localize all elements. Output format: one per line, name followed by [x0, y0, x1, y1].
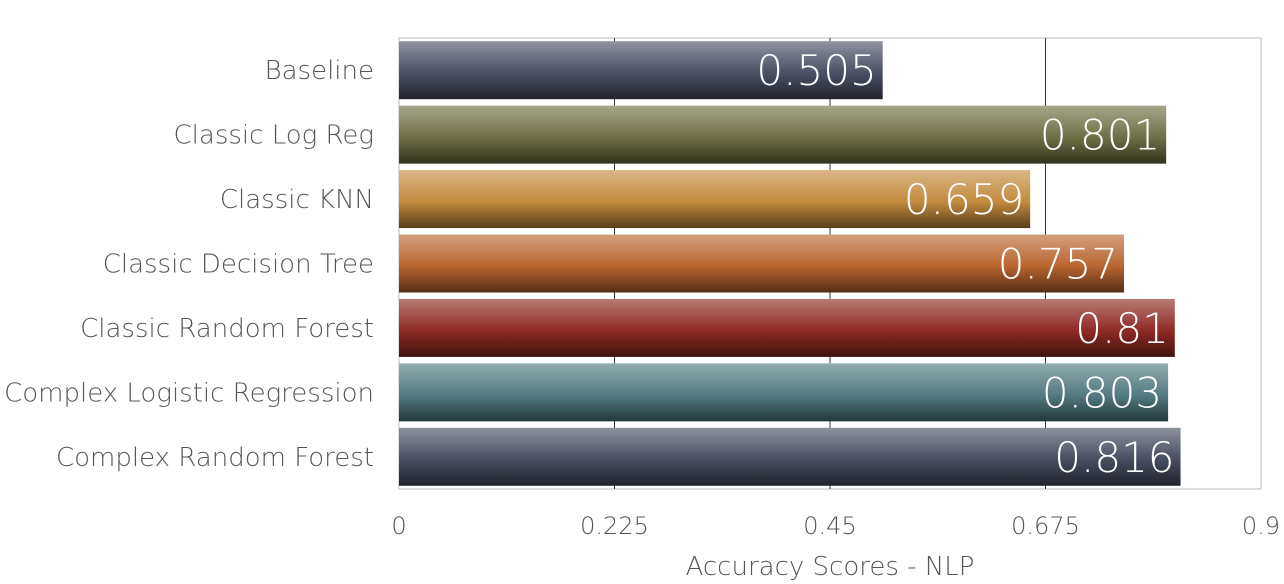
x-tick-label: 0.675 — [1011, 512, 1080, 540]
value-label: 0.757 — [998, 240, 1118, 289]
value-label: 0.816 — [1054, 433, 1174, 482]
x-tick-label: 0 — [391, 512, 406, 540]
value-label: 0.659 — [904, 175, 1024, 224]
category-label: Baseline — [265, 56, 374, 86]
bar-2 — [399, 170, 1031, 229]
bar-5 — [399, 363, 1169, 422]
bar-0 — [399, 41, 883, 100]
value-label: 0.801 — [1040, 111, 1160, 160]
category-label: Classic Decision Tree — [103, 250, 374, 280]
x-tick-label: 0.9 — [1242, 512, 1280, 540]
bar-4 — [399, 298, 1175, 357]
bar-1 — [399, 105, 1167, 164]
x-axis-title: Accuracy Scores - NLP — [686, 552, 975, 582]
value-label: 0.81 — [1075, 304, 1169, 353]
x-tick-label: 0.45 — [803, 512, 856, 540]
bar-3 — [399, 234, 1125, 293]
category-label: Complex Logistic Regression — [4, 378, 374, 408]
category-label: Classic Log Reg — [174, 121, 374, 151]
value-label: 0.505 — [756, 46, 876, 95]
value-label: 0.803 — [1042, 368, 1162, 417]
bar-6 — [399, 427, 1181, 486]
category-label: Classic Random Forest — [80, 314, 374, 344]
category-label: Classic KNN — [220, 185, 374, 215]
x-tick-label: 0.225 — [580, 512, 649, 540]
category-label: Complex Random Forest — [56, 443, 374, 473]
